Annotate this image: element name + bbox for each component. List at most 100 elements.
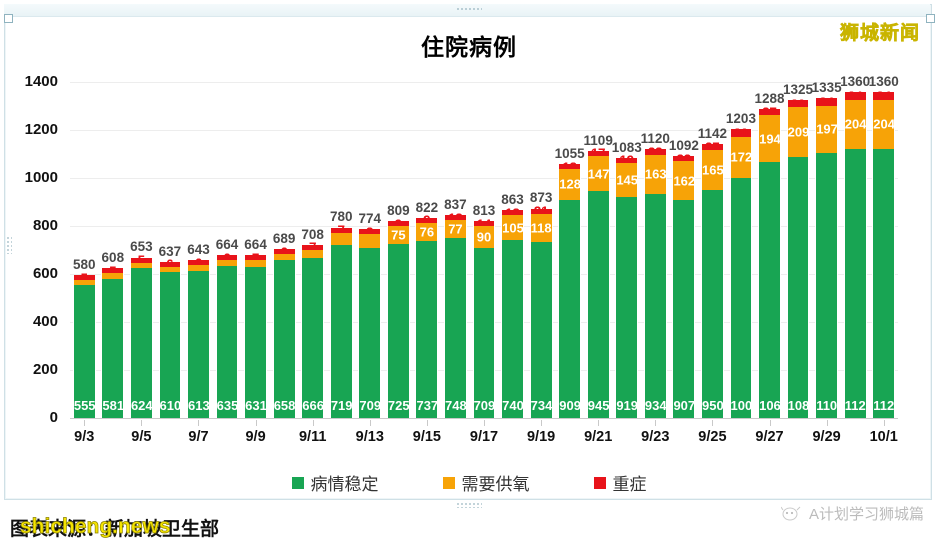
bar-segment-stable: 555 xyxy=(72,284,96,418)
stacked-bar[interactable]: 1288 27 194 1067 xyxy=(754,91,789,418)
stacked-bar[interactable]: 637621610 xyxy=(158,244,182,418)
stacked-bar[interactable]: 1360 34 204 1122 xyxy=(869,74,902,418)
y-axis-tick-label: 0 xyxy=(49,409,58,426)
bar-segment-critical: 34 xyxy=(815,94,839,110)
bar-value-stable: 709 xyxy=(359,398,382,413)
stacked-bar[interactable]: 580520555 xyxy=(72,257,96,418)
bar-value-stable: 945 xyxy=(587,398,610,413)
bar-value-critical: 9 xyxy=(423,212,431,228)
stacked-bar[interactable]: 608522581 xyxy=(101,250,125,418)
stacked-bar[interactable]: 643624613 xyxy=(187,242,210,418)
x-axis: 9/3 9/5 9/7 9/9 9/11 9/13 9/15 9/17 9/19 9/21 9/23… xyxy=(70,420,898,454)
legend-label: 重症 xyxy=(612,475,647,494)
stacked-bar[interactable]: 873 21 118 734 xyxy=(529,190,553,418)
bar-total-label: 653 xyxy=(130,239,153,255)
bar-value-oxygen: 209 xyxy=(787,124,810,140)
stacked-bar[interactable]: 1335 34 197 1104 xyxy=(812,80,844,418)
bar-segment-critical: 8 xyxy=(358,225,382,238)
legend-stable[interactable]: 病情稳定 xyxy=(291,470,379,495)
stacked-bar[interactable]: 664623635 xyxy=(215,237,239,418)
legend-oxygen[interactable]: 需要供氧 xyxy=(442,470,530,495)
y-axis-tick-label: 400 xyxy=(32,313,58,330)
x-axis-tick xyxy=(426,420,428,426)
bar-value-stable: 934 xyxy=(644,398,667,413)
bar-segment-critical: 6 xyxy=(215,251,239,264)
bar-total-label: 774 xyxy=(358,211,382,227)
legend-swatch-icon xyxy=(593,476,606,489)
bar-value-critical: 34 xyxy=(847,88,863,104)
bar-value-critical: 7 xyxy=(251,250,260,266)
bar-value-stable: 734 xyxy=(530,398,553,413)
stacked-bar[interactable]: 1092 23 162 907 xyxy=(669,138,699,418)
bar-segment-stable: 709 xyxy=(472,247,496,418)
bar-value-stable: 1001 xyxy=(730,398,760,413)
bar-segment-oxygen: 105 xyxy=(501,215,524,241)
stacked-bar[interactable]: 653524624 xyxy=(129,239,153,418)
bar-value-stable: 613 xyxy=(188,398,210,413)
stacked-bar[interactable]: 1083 19 145 919 xyxy=(612,140,642,418)
bar-total-label: 863 xyxy=(501,192,524,208)
stacked-bar[interactable]: 863 18 105 740 xyxy=(501,192,524,418)
bar-value-stable: 1122 xyxy=(873,398,902,413)
bar-value-stable: 1067 xyxy=(759,398,789,413)
bar-segment-stable: 909 xyxy=(558,199,582,418)
bar-value-oxygen: 162 xyxy=(673,173,696,189)
stacked-bar[interactable]: 1325 30 209 1086 xyxy=(783,82,817,418)
bar-segment-critical: 6 xyxy=(272,245,296,258)
x-axis-tick-label: 9/27 xyxy=(755,429,784,445)
bar-total-label: 1083 xyxy=(611,139,642,155)
stacked-bar[interactable]: 822 9 76 737 xyxy=(415,200,439,418)
x-axis-tick-label: 9/25 xyxy=(698,429,727,445)
selection-handle-top-left[interactable] xyxy=(4,14,13,23)
legend-label: 需要供氧 xyxy=(461,475,530,494)
stacked-bar[interactable]: 1055 18 128 909 xyxy=(555,146,585,418)
bar-value-stable: 658 xyxy=(273,398,296,413)
resize-grip-left[interactable] xyxy=(6,236,12,254)
stacked-bar[interactable]: 664726631 xyxy=(244,237,267,418)
stacked-bar[interactable]: 689625658 xyxy=(272,231,296,418)
bar-segment-critical: 30 xyxy=(786,97,810,110)
stacked-bar[interactable]: 780754 719 xyxy=(329,209,353,418)
bar-value-oxygen: 163 xyxy=(644,166,667,182)
bar-segment-stable: 1122 xyxy=(843,148,873,418)
stacked-bar[interactable]: 708735 666 xyxy=(301,227,325,418)
gridline xyxy=(70,82,898,83)
bar-segment-oxygen: 57 xyxy=(358,234,382,265)
selection-handle-top-right[interactable] xyxy=(926,14,935,23)
stacked-bar[interactable]: 1142 27 165 950 xyxy=(698,126,727,418)
resize-grip-top[interactable] xyxy=(456,7,482,12)
stacked-bar[interactable]: 1360 34 204 1122 xyxy=(840,74,873,418)
x-axis-tick xyxy=(141,420,143,426)
x-axis-tick xyxy=(769,420,771,426)
bar-segment-stable: 709 xyxy=(358,247,382,418)
bar-segment-critical: 9 xyxy=(415,214,439,227)
stacked-bar[interactable]: 809 9 75 725 xyxy=(386,203,410,418)
bar-segment-stable: 725 xyxy=(386,244,410,418)
stacked-bar[interactable]: 813 14 90 709 xyxy=(472,203,496,418)
bar-segment-critical: 7 xyxy=(301,241,325,254)
bar-segment-stable: 1104 xyxy=(815,153,844,418)
stacked-bar[interactable]: 774857 709 xyxy=(358,211,382,418)
bar-segment-oxygen: 209 xyxy=(786,107,810,158)
stacked-bar[interactable]: 1120 23 163 934 xyxy=(641,131,670,418)
bar-segment-oxygen: 76 xyxy=(415,222,439,242)
bar-value-critical: 7 xyxy=(309,239,317,255)
bar-total-label: 780 xyxy=(329,209,353,225)
x-axis-tick xyxy=(369,420,371,426)
footer-source-text: 图表来源：新加坡卫生部 xyxy=(10,519,220,540)
bar-segment-oxygen: 90 xyxy=(472,226,496,248)
bar-value-critical: 34 xyxy=(819,94,834,110)
stacked-bar[interactable]: 1109 17 147 945 xyxy=(584,133,613,418)
legend-swatch-icon xyxy=(442,476,455,489)
resize-grip-bottom[interactable] xyxy=(456,502,482,508)
stacked-bar[interactable]: 1203 30 172 1001 xyxy=(726,111,760,418)
bar-value-stable: 610 xyxy=(159,398,182,413)
stacked-bar[interactable]: 837 12 77 748 xyxy=(444,197,467,418)
bar-value-oxygen: 76 xyxy=(419,224,435,240)
x-axis-tick xyxy=(255,420,257,426)
bar-segment-oxygen: 35 xyxy=(301,249,325,275)
bar-total-label: 643 xyxy=(187,242,210,258)
x-axis-tick-label: 9/11 xyxy=(298,429,327,445)
bar-segment-oxygen: 204 xyxy=(872,99,896,149)
legend-critical[interactable]: 重症 xyxy=(593,470,647,495)
